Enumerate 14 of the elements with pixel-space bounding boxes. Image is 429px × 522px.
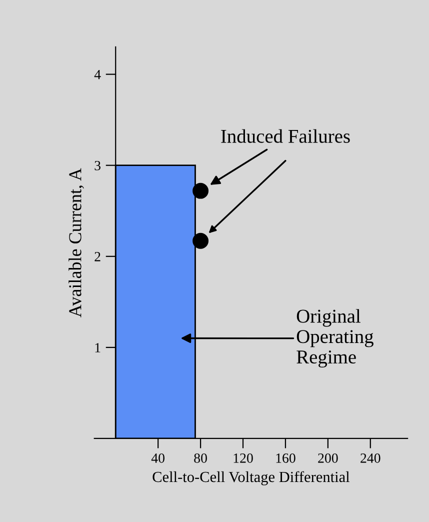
y-tick-label: 1 <box>95 343 100 352</box>
annotation: Original Operating Regime <box>296 309 374 368</box>
x-tick-label: 160 <box>276 453 296 463</box>
x-tick-label: 200 <box>318 453 338 463</box>
y-tick-label: 4 <box>94 70 101 80</box>
x-tick-label: 120 <box>234 453 253 463</box>
x-tick-label: 80 <box>194 453 207 463</box>
annotation: Induced Failures <box>221 129 350 143</box>
y-tick-label: 2 <box>94 252 100 262</box>
y-axis-title: Available Current, A <box>68 168 84 318</box>
x-tick-label: 240 <box>360 453 380 463</box>
x-axis-title: Cell-to-Cell Voltage Differential <box>152 471 350 486</box>
x-tick-label: 40 <box>151 453 164 463</box>
y-tick-label: 3 <box>94 160 100 170</box>
